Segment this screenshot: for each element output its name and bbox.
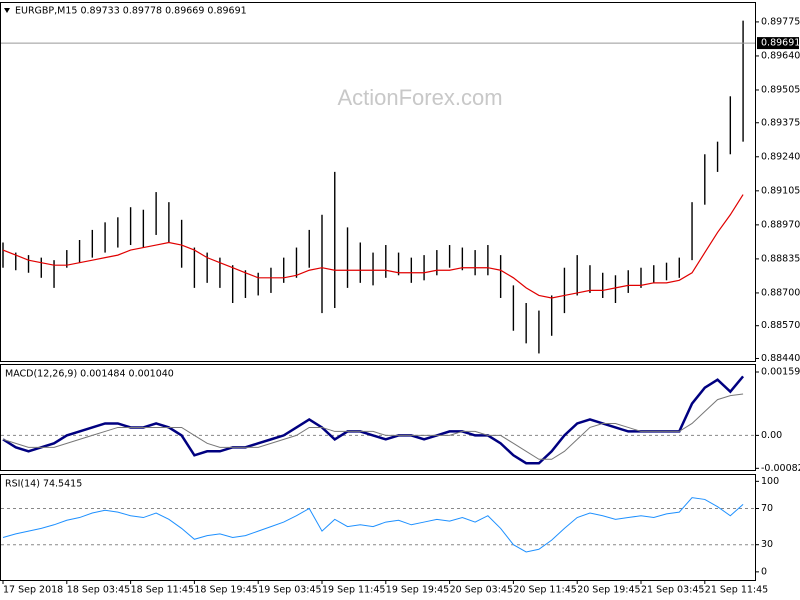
- y-tick-label: 30: [761, 539, 773, 550]
- y-tick-label: 0.89505: [761, 84, 800, 95]
- y-tick-label: 0.89375: [761, 117, 800, 128]
- indicator-line: [2, 497, 744, 553]
- y-tick-label: 0.001594: [761, 367, 800, 378]
- current-price-box: [757, 37, 799, 50]
- y-tick-label: 0.89105: [761, 185, 800, 196]
- macd-panel: [0, 364, 756, 471]
- y-tick-label: 70: [761, 503, 773, 514]
- watermark: ActionForex.com: [337, 85, 502, 110]
- x-tick-label: 21 Sep 11:45: [705, 585, 768, 596]
- x-tick-label: 19 Sep 19:45: [386, 585, 449, 596]
- y-tick-label: 0.00: [761, 430, 782, 441]
- y-tick-label: 0.88570: [761, 320, 800, 331]
- y-tick-label: 100: [761, 476, 779, 487]
- y-tick-label: 0.88970: [761, 219, 800, 230]
- y-tick-label: 0.88700: [761, 287, 800, 298]
- x-tick-label: 21 Sep 03:45: [641, 585, 704, 596]
- rsi-panel: [0, 474, 756, 581]
- current-price-label: 0.89691: [761, 38, 800, 49]
- moving-average: [2, 194, 744, 299]
- x-tick-label: 19 Sep 03:45: [258, 585, 321, 596]
- y-tick-label: 0.88835: [761, 253, 800, 264]
- x-tick-label: 18 Sep 19:45: [194, 585, 257, 596]
- rsi-title: RSI(14) 74.5415: [5, 479, 82, 490]
- macd-title: MACD(12,26,9) 0.001484 0.001040: [5, 369, 174, 380]
- x-tick-label: 18 Sep 03:45: [67, 585, 130, 596]
- x-tick-label: 17 Sep 2018: [3, 585, 63, 596]
- y-tick-label: 0.89240: [761, 151, 800, 162]
- y-tick-label: 0.89775: [761, 16, 800, 27]
- x-tick-label: 20 Sep 11:45: [513, 585, 576, 596]
- y-tick-label: 0.89640: [761, 50, 800, 61]
- y-tick-label: 0.88440: [761, 353, 800, 364]
- indicator-line: [2, 393, 744, 460]
- x-tick-label: 18 Sep 11:45: [131, 585, 194, 596]
- price-panel: [0, 2, 756, 362]
- chart-title: EURGBP,M15 0.89733 0.89778 0.89669 0.896…: [15, 6, 247, 17]
- menu-icon[interactable]: [4, 8, 10, 13]
- x-tick-label: 20 Sep 03:45: [450, 585, 513, 596]
- y-tick-label: 0: [761, 566, 767, 577]
- y-tick-label: -0.000828: [761, 463, 800, 474]
- x-tick-label: 20 Sep 19:45: [577, 585, 640, 596]
- indicator-line: [2, 375, 745, 465]
- x-tick-label: 19 Sep 11:45: [322, 585, 385, 596]
